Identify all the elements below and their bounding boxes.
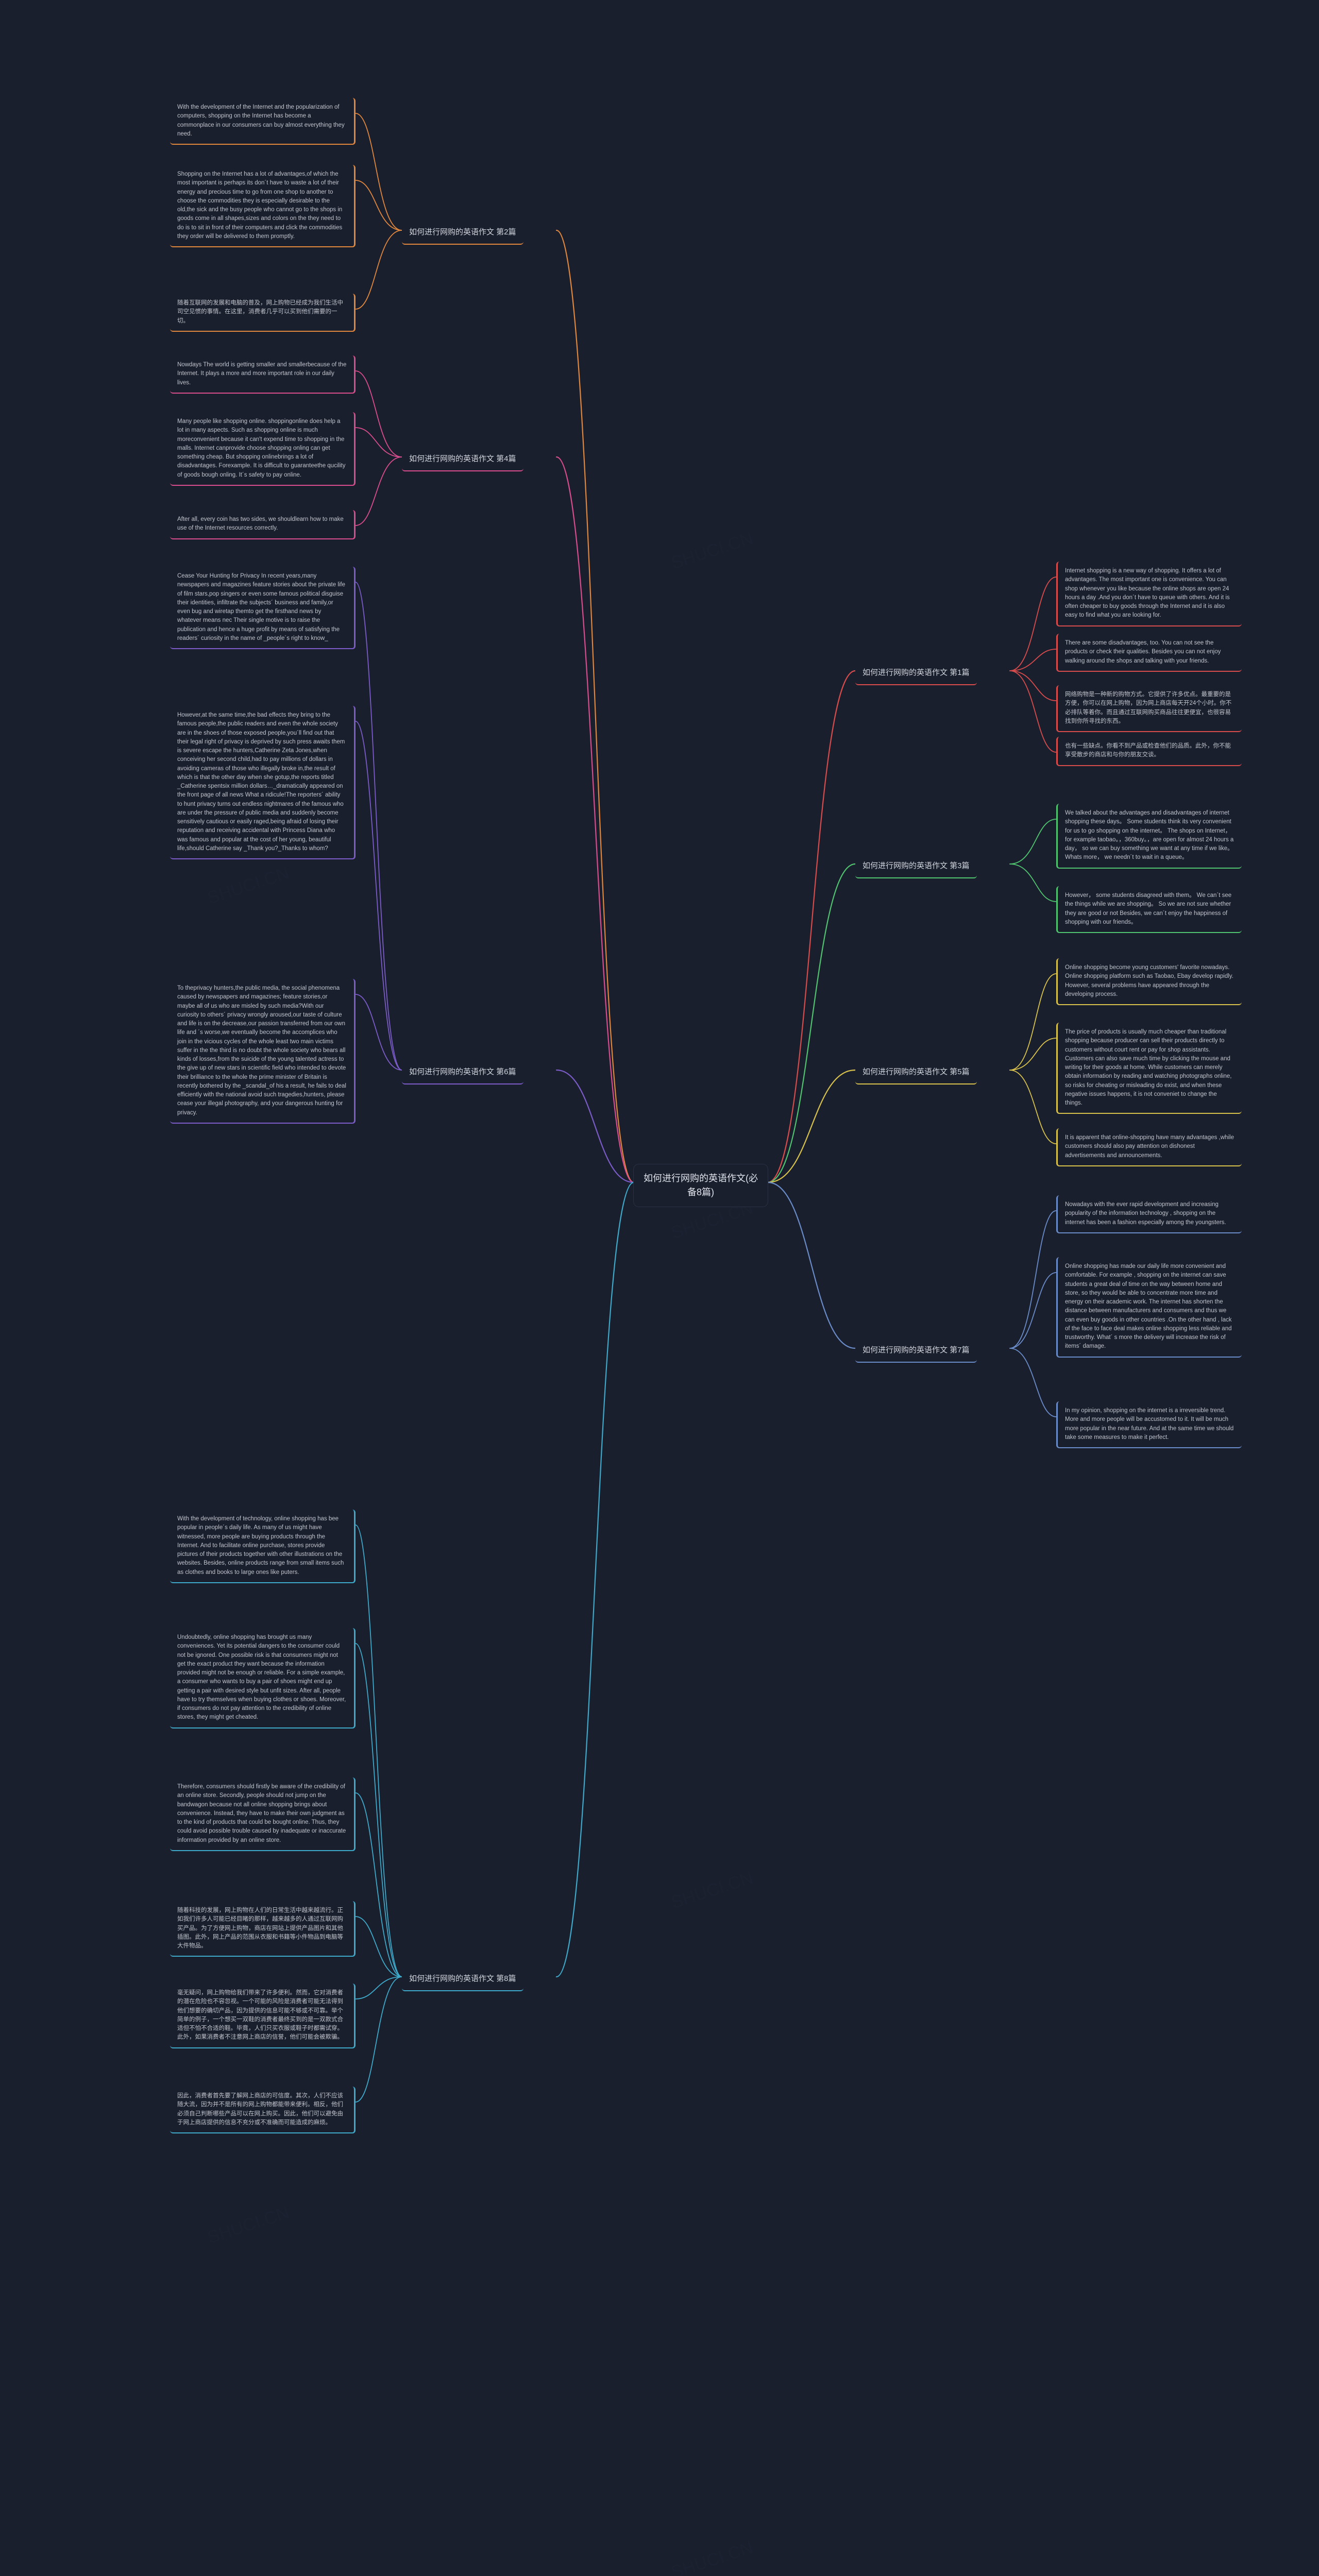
leaf-node[interactable]: We talked about the advantages and disad… [1056, 804, 1242, 869]
leaf-node[interactable]: With the development of technology, onli… [170, 1510, 356, 1583]
leaf-node[interactable]: Nowdays The world is getting smaller and… [170, 355, 356, 394]
leaf-node[interactable]: 因此，消费者首先要了解网上商店的可信度。其次，人们不应该随大流，因为并不是所有的… [170, 2087, 356, 2133]
leaf-node[interactable]: 毫无疑问，网上购物给我们带来了许多便利。然而，它对消费者的潜在危险也不容忽视。一… [170, 1984, 356, 2048]
root-node[interactable]: 如何进行网购的英语作文(必备8篇) [634, 1164, 768, 1207]
leaf-node[interactable]: 随着科技的发展，网上购物在人们的日常生活中越来越流行。正如我们许多人可能已经目睹… [170, 1901, 356, 1957]
topic-t6[interactable]: 如何进行网购的英语作文 第6篇 [402, 1061, 523, 1084]
leaf-node[interactable]: Cease Your Hunting for Privacy In recent… [170, 567, 356, 649]
leaf-node[interactable]: Online shopping become young customers' … [1056, 958, 1242, 1005]
leaf-node[interactable]: However,at the same time,the bad effects… [170, 706, 356, 859]
leaf-node[interactable]: Therefore, consumers should firstly be a… [170, 1777, 356, 1851]
topic-t2[interactable]: 如何进行网购的英语作文 第2篇 [402, 222, 523, 245]
leaf-node[interactable]: Shopping on the Internet has a lot of ad… [170, 165, 356, 247]
topic-t4[interactable]: 如何进行网购的英语作文 第4篇 [402, 448, 523, 471]
leaf-node[interactable]: 也有一些缺点。你看不到产品或检查他们的品质。此外，你不能享受散步的商店和与你的朋… [1056, 737, 1242, 766]
leaf-node[interactable]: Internet shopping is a new way of shoppi… [1056, 562, 1242, 626]
leaf-node[interactable]: It is apparent that online-shopping have… [1056, 1128, 1242, 1166]
leaf-node[interactable]: There are some disadvantages, too. You c… [1056, 634, 1242, 672]
leaf-node[interactable]: In my opinion, shopping on the internet … [1056, 1401, 1242, 1448]
topic-t7[interactable]: 如何进行网购的英语作文 第7篇 [855, 1340, 977, 1363]
leaf-node[interactable]: 随着互联网的发展和电脑的普及，网上购物已经成为我们生活中司空见惯的事情。在这里，… [170, 294, 356, 332]
topic-t1[interactable]: 如何进行网购的英语作文 第1篇 [855, 662, 977, 685]
topic-t8[interactable]: 如何进行网购的英语作文 第8篇 [402, 1968, 523, 1991]
leaf-node[interactable]: Many people like shopping online. shoppi… [170, 412, 356, 486]
leaf-node[interactable]: The price of products is usually much ch… [1056, 1023, 1242, 1114]
leaf-node[interactable]: To theprivacy hunters,the public media, … [170, 979, 356, 1124]
mindmap-canvas: SHUCI.CNSHUCI.CNSHUCI.CNSHUCI.CNSHUCI.CN… [0, 0, 1319, 2576]
topic-t5[interactable]: 如何进行网购的英语作文 第5篇 [855, 1061, 977, 1084]
leaf-node[interactable]: With the development of the Internet and… [170, 98, 356, 145]
leaf-node[interactable]: After all, every coin has two sides, we … [170, 510, 356, 539]
leaf-node[interactable]: However， some students disagreed with th… [1056, 886, 1242, 933]
leaf-node[interactable]: Online shopping has made our daily life … [1056, 1257, 1242, 1358]
topic-t3[interactable]: 如何进行网购的英语作文 第3篇 [855, 855, 977, 878]
leaf-node[interactable]: Undoubtedly, online shopping has brought… [170, 1628, 356, 1728]
leaf-node[interactable]: Nowadays with the ever rapid development… [1056, 1195, 1242, 1233]
leaf-node[interactable]: 网络购物是一种新的购物方式。它提供了许多优点。最重要的是方便，你可以在网上购物，… [1056, 685, 1242, 732]
